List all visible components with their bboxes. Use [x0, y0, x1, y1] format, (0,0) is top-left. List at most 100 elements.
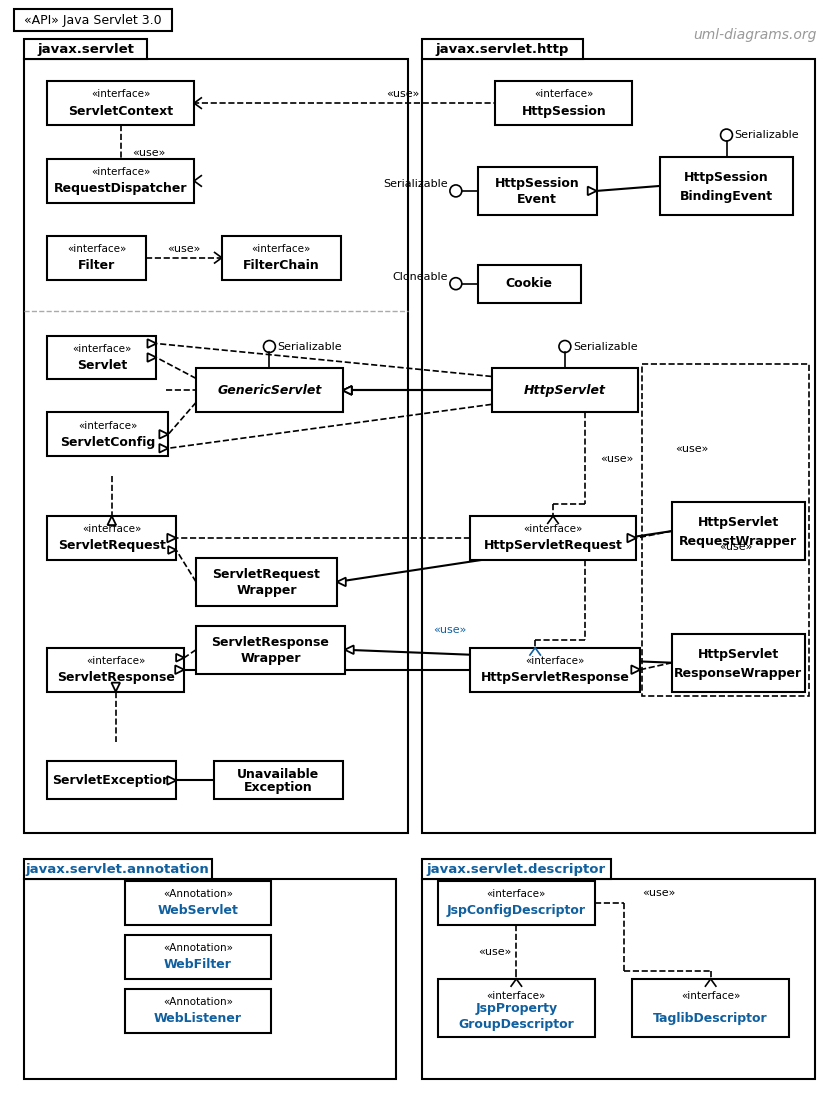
Polygon shape	[159, 430, 168, 439]
Text: javax.servlet.http: javax.servlet.http	[435, 43, 569, 56]
Text: HttpServlet: HttpServlet	[524, 384, 606, 397]
Text: «use»: «use»	[600, 454, 633, 464]
Text: Serializable: Serializable	[573, 341, 637, 351]
Text: javax.servlet.annotation: javax.servlet.annotation	[26, 862, 209, 875]
Text: Unavailable: Unavailable	[237, 768, 319, 781]
Polygon shape	[148, 339, 157, 348]
Text: «interface»: «interface»	[523, 524, 583, 534]
Bar	[196, 558, 337, 606]
Bar	[672, 634, 805, 691]
Text: RequestWrapper: RequestWrapper	[680, 535, 797, 548]
Text: FilterChain: FilterChain	[243, 259, 319, 272]
Text: Cloneable: Cloneable	[393, 272, 448, 282]
Polygon shape	[108, 516, 116, 525]
Text: HttpServlet: HttpServlet	[698, 516, 779, 529]
Text: «use»: «use»	[719, 542, 752, 552]
Bar	[124, 881, 271, 925]
Text: «interface»: «interface»	[681, 992, 741, 1002]
Text: «use»: «use»	[387, 89, 420, 99]
Bar	[495, 81, 632, 125]
Text: «interface»: «interface»	[486, 992, 546, 1002]
Bar	[196, 625, 344, 674]
Text: «interface»: «interface»	[82, 524, 142, 534]
Text: ServletResponse: ServletResponse	[212, 636, 329, 649]
Bar	[48, 761, 176, 800]
Text: ResponseWrapper: ResponseWrapper	[675, 667, 802, 680]
Bar	[478, 264, 580, 303]
Bar	[438, 881, 595, 925]
Polygon shape	[344, 645, 354, 654]
Text: «interface»: «interface»	[91, 167, 150, 177]
Text: TaglibDescriptor: TaglibDescriptor	[653, 1011, 768, 1025]
Text: «use»: «use»	[433, 625, 466, 635]
Bar	[222, 236, 341, 280]
Text: «use»: «use»	[478, 947, 511, 957]
Text: JspProperty: JspProperty	[475, 1003, 557, 1016]
Text: «interface»: «interface»	[535, 89, 594, 100]
Text: HttpSession: HttpSession	[521, 104, 606, 117]
Bar	[23, 59, 409, 834]
Bar	[438, 979, 595, 1037]
Text: «use»: «use»	[676, 444, 709, 454]
Text: «interface»: «interface»	[68, 244, 127, 255]
Bar	[470, 647, 641, 691]
Bar	[470, 516, 636, 559]
Text: HttpServlet: HttpServlet	[698, 647, 779, 660]
Text: «Annotation»: «Annotation»	[163, 943, 233, 953]
Text: «use»: «use»	[642, 889, 676, 898]
Bar	[196, 369, 343, 412]
Bar	[660, 157, 793, 215]
Polygon shape	[168, 534, 176, 542]
Text: JspConfigDescriptor: JspConfigDescriptor	[447, 905, 585, 917]
Text: «interface»: «interface»	[73, 343, 132, 353]
Bar	[642, 364, 809, 695]
Polygon shape	[168, 546, 176, 554]
Bar	[672, 502, 805, 559]
Text: Serializable: Serializable	[735, 131, 799, 140]
Text: Serializable: Serializable	[278, 341, 342, 351]
Text: Cookie: Cookie	[505, 278, 553, 291]
Text: «interface»: «interface»	[486, 890, 546, 900]
Text: ServletRequest: ServletRequest	[213, 568, 320, 581]
Text: WebFilter: WebFilter	[164, 959, 232, 971]
Text: ServletConfig: ServletConfig	[60, 436, 155, 449]
Text: «use»: «use»	[168, 244, 201, 253]
Bar	[124, 935, 271, 979]
Text: «use»: «use»	[132, 148, 165, 158]
Text: ServletException: ServletException	[53, 773, 171, 787]
Text: «interface»: «interface»	[91, 89, 150, 100]
Polygon shape	[175, 666, 184, 674]
Text: GenericServlet: GenericServlet	[217, 384, 322, 397]
Polygon shape	[168, 776, 176, 784]
Text: BindingEvent: BindingEvent	[680, 190, 773, 203]
Bar	[422, 879, 815, 1078]
Text: uml-diagrams.org: uml-diagrams.org	[693, 29, 816, 43]
Bar	[124, 988, 271, 1032]
Text: WebServlet: WebServlet	[158, 905, 239, 917]
Polygon shape	[627, 534, 636, 542]
Text: «Annotation»: «Annotation»	[163, 890, 233, 900]
Bar	[422, 859, 610, 879]
Text: javax.servlet: javax.servlet	[37, 43, 134, 56]
Bar	[214, 761, 343, 800]
Polygon shape	[343, 386, 352, 395]
Bar	[48, 516, 176, 559]
Text: HttpServletResponse: HttpServletResponse	[480, 671, 630, 685]
Polygon shape	[631, 666, 641, 674]
Polygon shape	[112, 682, 120, 691]
Bar	[13, 10, 173, 32]
Text: Filter: Filter	[78, 259, 116, 272]
Polygon shape	[343, 386, 352, 395]
Text: «Annotation»: «Annotation»	[163, 997, 233, 1007]
Text: HttpServletRequest: HttpServletRequest	[484, 540, 622, 553]
Text: «interface»: «interface»	[86, 656, 145, 666]
Text: Exception: Exception	[244, 781, 313, 794]
Text: ServletContext: ServletContext	[68, 104, 173, 117]
Text: «interface»: «interface»	[525, 656, 585, 666]
Bar	[23, 39, 148, 59]
Polygon shape	[343, 386, 352, 395]
Text: javax.servlet.descriptor: javax.servlet.descriptor	[427, 862, 605, 875]
Bar	[48, 412, 168, 456]
Text: Wrapper: Wrapper	[240, 652, 301, 665]
Polygon shape	[176, 654, 184, 661]
